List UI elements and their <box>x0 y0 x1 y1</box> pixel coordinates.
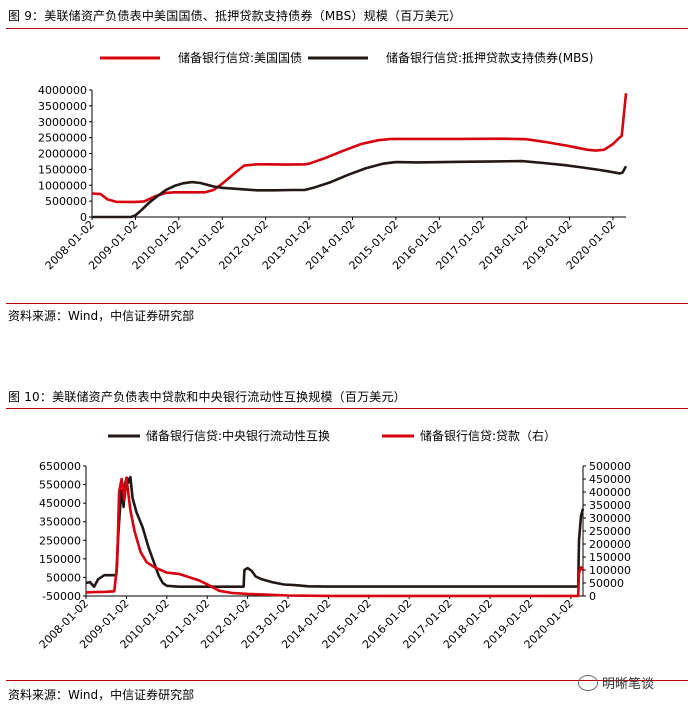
y-tick-label: 1500000 <box>38 163 87 176</box>
y-right-tick-label: 350000 <box>589 499 631 512</box>
y-right-tick-label: 0 <box>589 590 596 603</box>
y-right-tick-label: 150000 <box>589 551 631 564</box>
y-right-tick-label: 100000 <box>589 564 631 577</box>
wechat-icon <box>578 674 598 691</box>
y-left-tick-label: 450000 <box>39 497 81 510</box>
figure-2-title: 图 10：美联储资产负债表中贷款和中央银行流动性互换规模（百万美元） <box>8 390 406 404</box>
y-right-tick-label: 450000 <box>589 473 631 486</box>
y-left-tick-label: 50000 <box>46 571 81 584</box>
legend-label-2: 储备银行信贷:贷款（右） <box>420 428 556 443</box>
figure-1-source: 资料来源：Wind，中信证券研究部 <box>8 309 195 323</box>
y-left-tick-label: 350000 <box>39 516 81 529</box>
y-right-tick-label: 400000 <box>589 486 631 499</box>
figure-1-top-rule <box>6 28 688 29</box>
legend-label-2: 储备银行信贷:抵押贷款支持债券(MBS) <box>386 50 593 65</box>
y-tick-label: 3000000 <box>38 116 87 129</box>
y-left-tick-label: 550000 <box>39 479 81 492</box>
figure-2-source: 资料来源：Wind，中信证券研究部 <box>8 688 195 702</box>
figure-2-top-rule <box>6 408 688 409</box>
y-left-tick-label: 250000 <box>39 534 81 547</box>
y-tick-label: 2500000 <box>38 132 87 145</box>
chart-2: 储备银行信贷:中央银行流动性互换 储备银行信贷:贷款（右） 650000 550000… <box>37 428 631 651</box>
y-right-tick-label: 50000 <box>589 577 624 590</box>
figure-1-bottom-rule <box>6 303 688 304</box>
y-left-tick-label: -50000 <box>42 590 81 603</box>
y-right-tick-label: 500000 <box>589 460 631 473</box>
series-line-2 <box>85 476 585 598</box>
y-tick-label: 3500000 <box>38 100 87 113</box>
y-left-tick-label: 150000 <box>39 553 81 566</box>
watermark-text: 明晰笔谈 <box>602 677 655 692</box>
y-tick-label: 1000000 <box>38 179 87 192</box>
y-left-tick-label: 650000 <box>39 460 81 473</box>
y-right-tick-label: 250000 <box>589 525 631 538</box>
figure-1-title: 图 9：美联储资产负债表中美国国债、抵押贷款支持债券（MBS）规模（百万美元） <box>8 9 462 23</box>
series-line-1 <box>91 93 628 204</box>
legend-label-1: 储备银行信贷:中央银行流动性互换 <box>146 428 330 443</box>
y-right-tick-label: 200000 <box>589 538 631 551</box>
y-tick-label: 0 <box>80 211 87 224</box>
figure-2-bottom-rule <box>6 680 688 681</box>
y-tick-label: 4000000 <box>38 84 87 97</box>
series-line-2 <box>92 159 628 219</box>
y-right-tick-label: 300000 <box>589 512 631 525</box>
watermark: 明晰笔谈 <box>578 673 654 692</box>
y-tick-label: 500000 <box>45 195 87 208</box>
legend-label-1: 储备银行信贷:美国国债 <box>178 50 302 65</box>
chart-1: 储备银行信贷:美国国债 储备银行信贷:抵押贷款支持债券(MBS) 0 500000 10… <box>38 50 628 272</box>
y-tick-label: 2000000 <box>38 148 87 161</box>
